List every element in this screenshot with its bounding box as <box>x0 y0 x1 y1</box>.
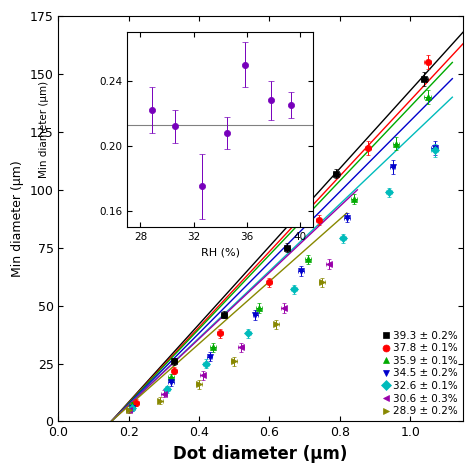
Legend: 39.3 ± 0.2%, 37.8 ± 0.1%, 35.9 ± 0.1%, 34.5 ± 0.2%, 32.6 ± 0.1%, 30.6 ± 0.3%, 28: 39.3 ± 0.2%, 37.8 ± 0.1%, 35.9 ± 0.1%, 3… <box>382 331 458 416</box>
Y-axis label: Min diameter (μm): Min diameter (μm) <box>11 160 24 277</box>
X-axis label: Dot diameter (μm): Dot diameter (μm) <box>173 445 348 463</box>
